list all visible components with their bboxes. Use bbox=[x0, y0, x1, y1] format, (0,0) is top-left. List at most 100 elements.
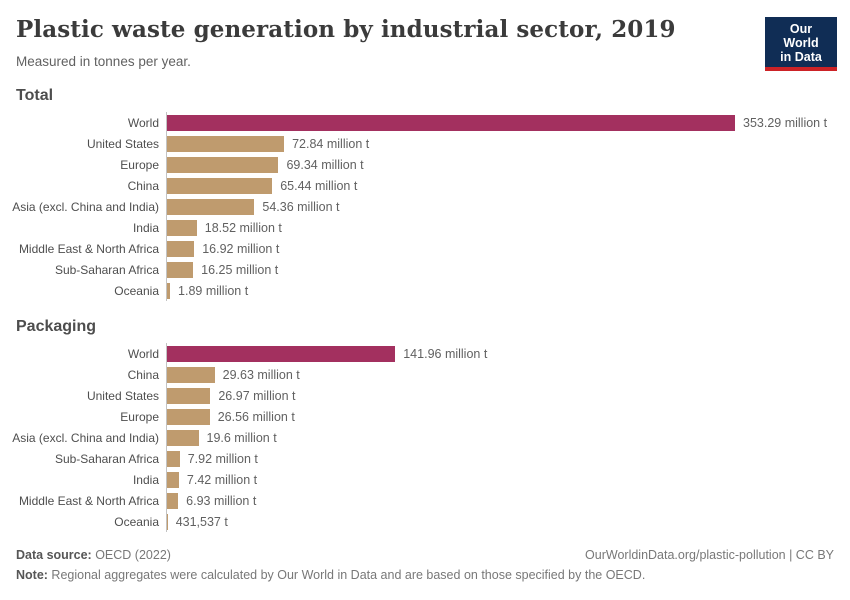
bar-value-label: 18.52 million t bbox=[204, 220, 282, 235]
bar-area: 72.84 million t bbox=[166, 133, 834, 154]
bar bbox=[167, 408, 210, 425]
bar bbox=[167, 366, 215, 383]
chart-footer: Data source: OECD (2022) OurWorldinData.… bbox=[16, 546, 834, 584]
bar-category-label: China bbox=[127, 178, 159, 193]
bar bbox=[167, 177, 273, 194]
bar-row: Middle East & North Africa 6.93 million t bbox=[16, 490, 834, 511]
note-label: Note: bbox=[16, 568, 48, 582]
bar-category-label: Oceania bbox=[114, 283, 159, 298]
bar-row: Sub-Saharan Africa 7.92 million t bbox=[16, 448, 834, 469]
bar-area: 18.52 million t bbox=[166, 217, 834, 238]
page-title: Plastic waste generation by industrial s… bbox=[16, 16, 676, 43]
footer-source-line: Data source: OECD (2022) OurWorldinData.… bbox=[16, 546, 834, 564]
bar bbox=[167, 219, 197, 236]
bar-category-label: World bbox=[127, 115, 159, 130]
bar-row: United States 72.84 million t bbox=[16, 133, 834, 154]
bar-category-label: Asia (excl. China and India) bbox=[12, 430, 159, 445]
bar-value-label: 353.29 million t bbox=[743, 115, 828, 130]
bar-value-label: 26.56 million t bbox=[217, 409, 295, 424]
bar-area: 19.6 million t bbox=[166, 427, 834, 448]
bar-value-label: 141.96 million t bbox=[403, 346, 488, 361]
bar-category-label: Europe bbox=[120, 409, 159, 424]
bar-area: 431,537 t bbox=[166, 511, 834, 532]
bar-category-label: Sub-Saharan Africa bbox=[54, 262, 159, 277]
bar bbox=[167, 492, 179, 509]
bar-value-label: 16.25 million t bbox=[201, 262, 279, 277]
bar-row: India 7.42 million t bbox=[16, 469, 834, 490]
bar-area: 7.42 million t bbox=[166, 469, 834, 490]
bar bbox=[167, 471, 179, 488]
footer-note-line: Note: Regional aggregates were calculate… bbox=[16, 566, 834, 584]
bar-value-label: 69.34 million t bbox=[286, 157, 364, 172]
bar bbox=[167, 156, 279, 173]
bar-area: 1.89 million t bbox=[166, 280, 834, 301]
bar-area: 26.56 million t bbox=[166, 406, 834, 427]
bar-value-label: 7.42 million t bbox=[186, 472, 258, 487]
bar-area: 65.44 million t bbox=[166, 175, 834, 196]
bar-category-label: Oceania bbox=[114, 514, 159, 529]
attribution-link: OurWorldinData.org/plastic-pollution | C… bbox=[585, 548, 834, 562]
bar-value-label: 29.63 million t bbox=[222, 367, 300, 382]
bar-value-label: 19.6 million t bbox=[206, 430, 277, 445]
bar-row: World 141.96 million t bbox=[16, 343, 834, 364]
bar-category-label: Middle East & North Africa bbox=[18, 241, 159, 256]
bar-row: Oceania 431,537 t bbox=[16, 511, 834, 532]
bar-row: China 65.44 million t bbox=[16, 175, 834, 196]
bar-area: 54.36 million t bbox=[166, 196, 834, 217]
chart-sections: Total World 353.29 million t United States 7… bbox=[12, 86, 834, 532]
bar-category-label: India bbox=[132, 472, 159, 487]
data-source: Data source: OECD (2022) bbox=[16, 546, 171, 564]
bar-value-label: 72.84 million t bbox=[292, 136, 370, 151]
bar-value-label: 1.89 million t bbox=[178, 283, 249, 298]
bar-value-label: 7.92 million t bbox=[187, 451, 258, 466]
bar-area: 141.96 million t bbox=[166, 343, 834, 364]
bar-area: 69.34 million t bbox=[166, 154, 834, 175]
bar-value-label: 6.93 million t bbox=[186, 493, 257, 508]
bar bbox=[167, 135, 285, 152]
bar-category-label: Middle East & North Africa bbox=[18, 493, 159, 508]
owid-logo-line2: in Data bbox=[780, 50, 822, 64]
chart-subtitle: Measured in tonnes per year. bbox=[16, 54, 191, 69]
bar-area: 7.92 million t bbox=[166, 448, 834, 469]
bar-area: 353.29 million t bbox=[166, 112, 834, 133]
bar-category-label: China bbox=[127, 367, 159, 382]
bar-value-label: 16.92 million t bbox=[202, 241, 280, 256]
bar-row: Europe 26.56 million t bbox=[16, 406, 834, 427]
bar bbox=[167, 261, 194, 278]
bar-value-label: 431,537 t bbox=[175, 514, 228, 529]
note-text: Regional aggregates were calculated by O… bbox=[47, 568, 646, 582]
bar-value-label: 26.97 million t bbox=[218, 388, 296, 403]
bar bbox=[167, 450, 180, 467]
bar-row: United States 26.97 million t bbox=[16, 385, 834, 406]
data-source-value: OECD (2022) bbox=[91, 548, 171, 562]
section-heading: Total bbox=[16, 87, 54, 104]
section-heading: Packaging bbox=[16, 318, 97, 335]
bar-area: 29.63 million t bbox=[166, 364, 834, 385]
bar bbox=[167, 114, 735, 131]
bar-category-label: Asia (excl. China and India) bbox=[12, 199, 159, 214]
bar bbox=[167, 240, 195, 257]
bar bbox=[167, 198, 255, 215]
bar-area: 16.25 million t bbox=[166, 259, 834, 280]
bar-row: Asia (excl. China and India) 19.6 million… bbox=[12, 427, 834, 448]
bar bbox=[167, 282, 171, 299]
bar-category-label: India bbox=[132, 220, 159, 235]
bar-row: India 18.52 million t bbox=[16, 217, 834, 238]
bar-area: 6.93 million t bbox=[166, 490, 834, 511]
bar-rows: World 141.96 million t China 29.63 million … bbox=[12, 343, 834, 532]
bar bbox=[167, 429, 199, 446]
bar bbox=[167, 513, 168, 530]
bar-category-label: World bbox=[127, 346, 159, 361]
bar bbox=[167, 387, 211, 404]
bar-row: Oceania 1.89 million t bbox=[16, 280, 834, 301]
bar-row: Sub-Saharan Africa 16.25 million t bbox=[16, 259, 834, 280]
bar-row: World 353.29 million t bbox=[16, 112, 834, 133]
bar-category-label: Europe bbox=[120, 157, 159, 172]
bar-area: 16.92 million t bbox=[166, 238, 834, 259]
bar bbox=[167, 345, 396, 362]
bar-row: Europe 69.34 million t bbox=[16, 154, 834, 175]
bar-row: China 29.63 million t bbox=[16, 364, 834, 385]
bar-category-label: Sub-Saharan Africa bbox=[54, 451, 159, 466]
data-source-label: Data source: bbox=[16, 548, 92, 562]
